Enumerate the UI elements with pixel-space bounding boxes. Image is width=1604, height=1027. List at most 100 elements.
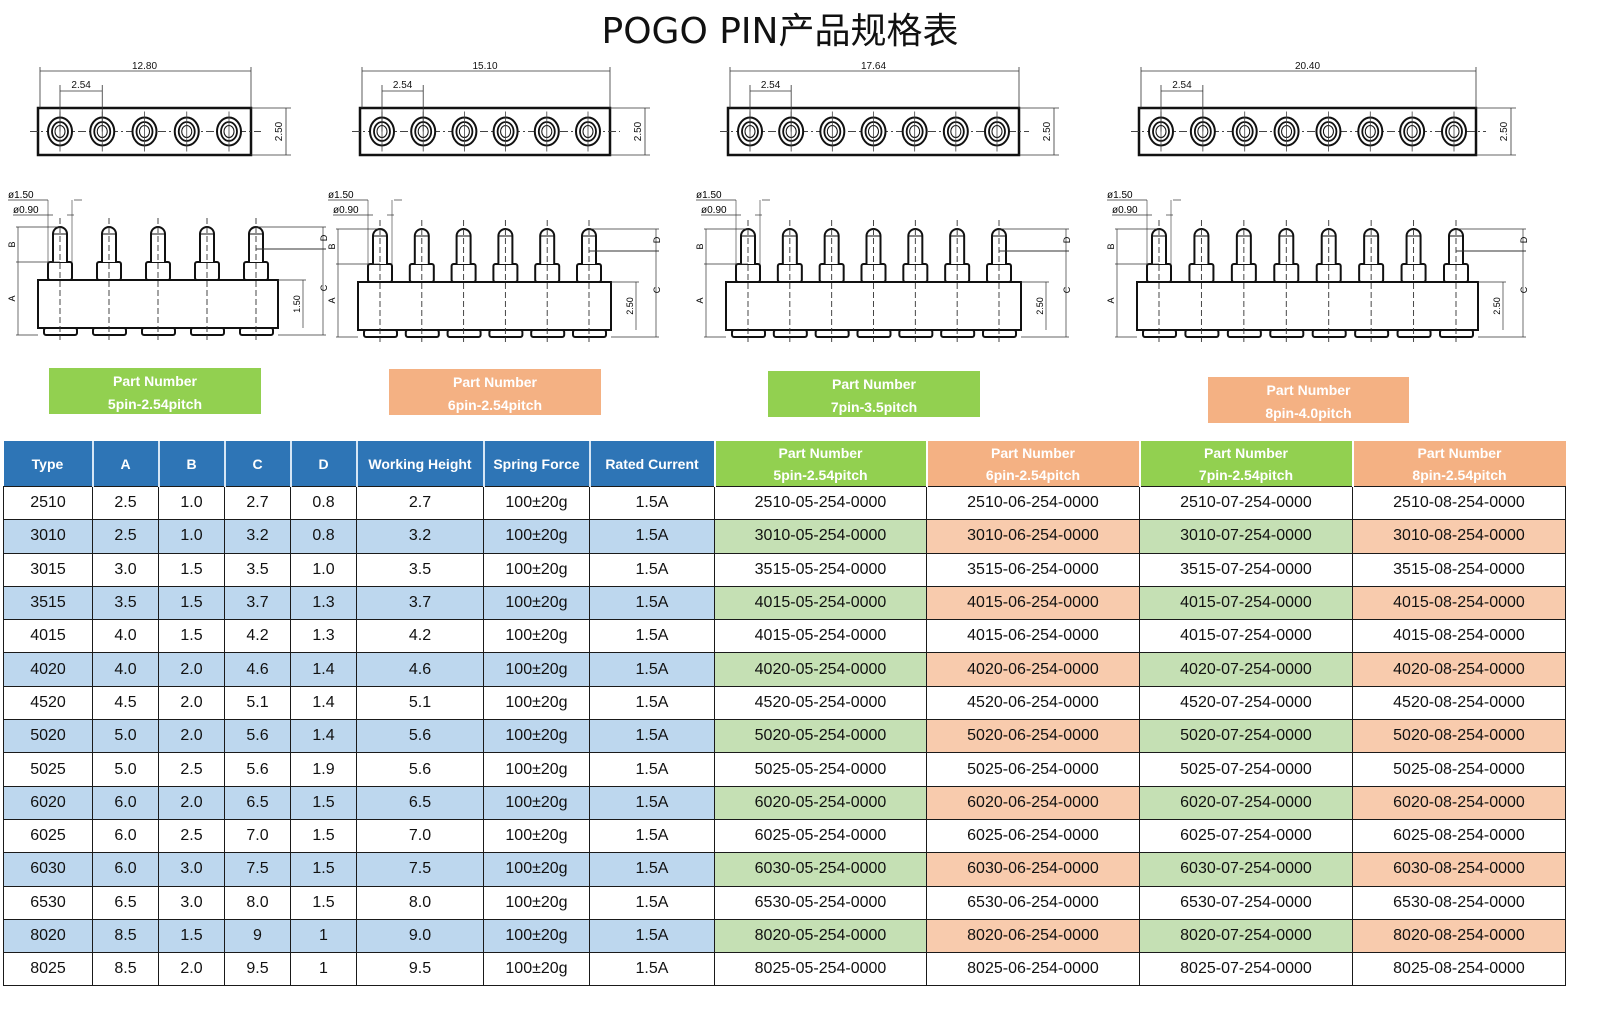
spec-cell: 0.8 <box>290 485 357 521</box>
type-cell: 5020 <box>3 719 93 754</box>
part-number-cell: 6030-06-254-0000 <box>926 852 1140 887</box>
pogo-pin-drawing-7pin: 17.64 2.54 2.50 B A D C 2.50 ø1.50 ø0.90 <box>0 0 1604 360</box>
spec-cell: 7.5 <box>224 852 291 887</box>
part-number-cell: 4015-07-254-0000 <box>1139 585 1353 621</box>
spec-cell: 1.5A <box>589 719 715 754</box>
spec-cell: 1.0 <box>158 485 225 521</box>
pogo-pin-drawing-6pin: 15.10 2.54 2.50 B A D C 2.50 ø1.50 ø0.90 <box>0 0 1604 360</box>
inner-diameter-dim: ø0.90 <box>333 205 359 216</box>
spec-cell: 4.6 <box>224 652 291 687</box>
spec-cell: 100±20g <box>483 652 590 687</box>
spec-cell: 1.5 <box>158 619 225 654</box>
spec-cell: 5.1 <box>356 685 484 721</box>
overall-length-dim: 17.64 <box>861 61 886 72</box>
spec-cell: 9.0 <box>356 918 484 954</box>
spec-cell: 2.5 <box>92 519 159 554</box>
pitch-dim: 2.54 <box>393 80 413 91</box>
table-row: 8025 8.5 2.0 9.5 1 9.5 100±20g 1.5A 8025-05-254-… <box>3 952 1566 987</box>
table-header: Type A B C D Working Height Spring Force Rated … <box>3 441 1566 487</box>
dim-label-a: A <box>7 295 17 301</box>
spec-cell: 1.5A <box>589 652 715 687</box>
part-number-cell: 4015-05-254-0000 <box>714 585 927 621</box>
spec-cell: 6.5 <box>224 785 291 820</box>
column-header: Part Number 8pin-2.54pitch <box>1351 441 1566 487</box>
part-number-cell: 8020-07-254-0000 <box>1139 918 1353 954</box>
spec-cell: 2.5 <box>92 485 159 521</box>
spec-cell: 5.0 <box>92 719 159 754</box>
dim-label-b: B <box>695 243 705 249</box>
pitch-dim: 2.54 <box>1172 80 1192 91</box>
dim-label-c: C <box>319 284 329 291</box>
spec-cell: 2.7 <box>356 485 484 521</box>
table-row: 3515 3.5 1.5 3.7 1.3 3.7 100±20g 1.5A 4015-05-25… <box>3 585 1566 621</box>
part-number-cell: 4015-08-254-0000 <box>1352 585 1566 621</box>
spec-cell: 2.7 <box>224 485 291 521</box>
dim-label-d: D <box>652 236 662 243</box>
part-number-cell: 6530-06-254-0000 <box>926 885 1140 920</box>
column-header: B <box>157 441 225 487</box>
inner-diameter-dim: ø0.90 <box>1112 205 1138 216</box>
spec-cell: 6.5 <box>356 785 484 820</box>
part-number-cell: 3515-08-254-0000 <box>1352 552 1566 587</box>
spec-cell: 2.0 <box>158 685 225 721</box>
label-line-2: 6pin-2.54pitch <box>447 397 543 413</box>
part-number-cell: 8025-08-254-0000 <box>1352 952 1566 987</box>
part-number-cell: 5025-06-254-0000 <box>926 752 1140 787</box>
table-row: 5020 5.0 2.0 5.6 1.4 5.6 100±20g 1.5A 5020-05-25… <box>3 719 1566 754</box>
part-number-label-5pin: Part Number 5pin-2.54pitch <box>49 368 261 414</box>
spec-cell: 3.0 <box>158 852 225 887</box>
part-number-cell: 5020-05-254-0000 <box>714 719 927 754</box>
part-number-cell: 4015-07-254-0000 <box>1139 619 1353 654</box>
part-number-cell: 5020-08-254-0000 <box>1352 719 1566 754</box>
overall-length-dim: 12.80 <box>132 61 157 72</box>
header-line-1: Spring Force <box>493 455 580 472</box>
part-number-cell: 2510-05-254-0000 <box>714 485 927 521</box>
type-cell: 5025 <box>3 752 93 787</box>
part-number-cell: 4020-05-254-0000 <box>714 652 927 687</box>
type-cell: 8020 <box>3 918 93 954</box>
table-body: 2510 2.5 1.0 2.7 0.8 2.7 100±20g 1.5A 2510-05-25… <box>3 485 1566 987</box>
part-number-cell: 6025-07-254-0000 <box>1139 818 1353 854</box>
spec-cell: 1.5 <box>290 785 357 820</box>
spec-cell: 1.5A <box>589 852 715 887</box>
spec-cell: 3.0 <box>158 885 225 920</box>
spec-cell: 3.5 <box>224 552 291 587</box>
spec-cell: 5.0 <box>92 752 159 787</box>
spec-cell: 100±20g <box>483 585 590 621</box>
spec-cell: 8.5 <box>92 918 159 954</box>
spec-cell: 100±20g <box>483 885 590 920</box>
base-height-dim: 2.50 <box>1035 297 1045 315</box>
spec-cell: 1.5 <box>290 852 357 887</box>
part-number-cell: 8025-07-254-0000 <box>1139 952 1353 987</box>
header-line-1: Part Number <box>990 444 1076 461</box>
header-line-1: Type <box>31 455 64 472</box>
spec-cell: 6.0 <box>92 818 159 854</box>
label-line-1: Part Number <box>831 376 917 392</box>
outer-diameter-dim: ø1.50 <box>696 190 722 201</box>
type-cell: 2510 <box>3 485 93 521</box>
part-number-cell: 6030-05-254-0000 <box>714 852 927 887</box>
dim-label-d: D <box>319 234 329 241</box>
spec-cell: 4.0 <box>92 619 159 654</box>
part-number-cell: 8020-06-254-0000 <box>926 918 1140 954</box>
outer-diameter-dim: ø1.50 <box>8 190 34 201</box>
spec-cell: 3.7 <box>224 585 291 621</box>
spec-cell: 1.3 <box>290 585 357 621</box>
overall-length-dim: 20.40 <box>1295 61 1320 72</box>
part-number-cell: 5025-07-254-0000 <box>1139 752 1353 787</box>
spec-cell: 6.0 <box>92 785 159 820</box>
spec-cell: 6.5 <box>92 885 159 920</box>
column-header: Part Number 5pin-2.54pitch <box>713 441 927 487</box>
part-number-label-8pin: Part Number 8pin-4.0pitch <box>1208 377 1409 423</box>
label-line-2: 5pin-2.54pitch <box>107 396 203 412</box>
spec-cell: 4.5 <box>92 685 159 721</box>
spec-cell: 2.5 <box>158 818 225 854</box>
part-number-label-6pin: Part Number 6pin-2.54pitch <box>389 369 601 415</box>
column-header: Spring Force <box>482 441 590 487</box>
spec-cell: 4.0 <box>92 652 159 687</box>
header-line-2: 7pin-2.54pitch <box>1198 466 1294 483</box>
part-number-cell: 3010-08-254-0000 <box>1352 519 1566 554</box>
part-number-label-7pin: Part Number 7pin-3.5pitch <box>768 371 980 417</box>
dim-label-c: C <box>1519 286 1529 293</box>
spec-cell: 3.7 <box>356 585 484 621</box>
